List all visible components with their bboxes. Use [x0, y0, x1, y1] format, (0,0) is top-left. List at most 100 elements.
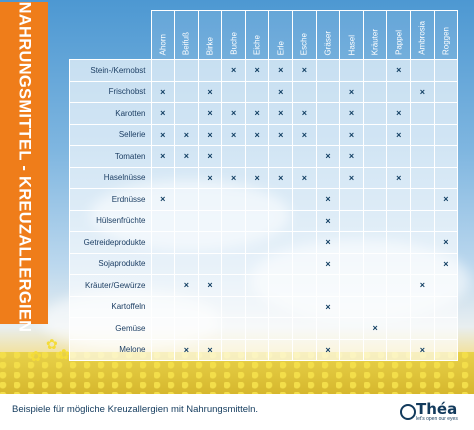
logo-tagline: let's open our eyes: [416, 416, 458, 422]
logo-circle-icon: [400, 404, 416, 420]
empty-cell: [174, 59, 199, 82]
empty-cell: [386, 252, 412, 275]
column-header: Roggen: [433, 10, 459, 60]
empty-cell: [433, 145, 459, 168]
cross-mark: ×: [268, 80, 294, 103]
row-label: Melone: [69, 338, 152, 361]
row-label: Getreideprodukte: [69, 231, 152, 254]
empty-cell: [268, 274, 294, 297]
row-label: Tomaten: [69, 145, 152, 168]
cross-mark: ×: [268, 123, 294, 146]
empty-cell: [244, 274, 270, 297]
empty-cell: [221, 274, 246, 297]
empty-cell: [433, 123, 459, 146]
empty-cell: [433, 80, 459, 103]
empty-cell: [221, 338, 246, 361]
column-header-label: Kräuter: [370, 28, 380, 55]
empty-cell: [433, 295, 459, 318]
empty-cell: [244, 317, 270, 340]
empty-cell: [362, 252, 388, 275]
cross-mark: ×: [315, 338, 341, 361]
column-header: Hasel: [339, 10, 364, 60]
empty-cell: [221, 80, 246, 103]
empty-cell: [362, 231, 388, 254]
column-header: Kräuter: [362, 10, 388, 60]
column-header: Buche: [221, 10, 246, 60]
empty-cell: [433, 102, 459, 125]
cross-mark: ×: [221, 59, 246, 82]
empty-cell: [150, 166, 176, 189]
cross-mark: ×: [339, 123, 364, 146]
empty-cell: [362, 59, 388, 82]
empty-cell: [174, 166, 199, 189]
cross-mark: ×: [174, 338, 199, 361]
empty-cell: [221, 295, 246, 318]
empty-cell: [339, 231, 364, 254]
empty-cell: [315, 80, 341, 103]
empty-cell: [197, 188, 223, 211]
column-header-label: Ahorn: [158, 33, 168, 55]
empty-cell: [362, 209, 388, 232]
empty-cell: [315, 102, 341, 125]
empty-cell: [315, 123, 341, 146]
empty-cell: [292, 188, 317, 211]
title-sidebar: NAHRUNGSMITTEL - KREUZALLERGIEN: [0, 2, 48, 332]
cross-mark: ×: [150, 80, 176, 103]
empty-cell: [292, 145, 317, 168]
empty-cell: [386, 295, 412, 318]
cross-mark: ×: [268, 59, 294, 82]
cross-mark: ×: [197, 145, 223, 168]
cross-mark: ×: [268, 166, 294, 189]
empty-cell: [268, 252, 294, 275]
column-header: Pappel: [386, 10, 412, 60]
row-label: Gemüse: [69, 317, 152, 340]
empty-cell: [292, 252, 317, 275]
cross-mark: ×: [410, 338, 435, 361]
table-corner: [70, 11, 152, 60]
cross-mark: ×: [315, 252, 341, 275]
empty-cell: [410, 317, 435, 340]
empty-cell: [150, 231, 176, 254]
empty-cell: [268, 338, 294, 361]
column-header-label: Roggen: [441, 26, 451, 55]
table-header-row: Ahorn Beifuß Birke Buche Eiche Erle Esche Gräse…: [70, 10, 459, 60]
column-header-label: Esche: [299, 32, 309, 55]
empty-cell: [292, 209, 317, 232]
cross-mark: ×: [244, 166, 270, 189]
row-label: Karotten: [69, 102, 152, 125]
empty-cell: [433, 338, 459, 361]
column-header-label: Ambrosia: [417, 21, 427, 55]
table-row: Kartoffeln ×: [69, 295, 459, 318]
flower-icon: ✿: [30, 348, 42, 364]
cross-mark: ×: [315, 295, 341, 318]
row-label: Kräuter/Gewürze: [69, 274, 152, 297]
empty-cell: [244, 80, 270, 103]
table-row: Stein-/Kernobst × × × × ×: [69, 59, 459, 82]
cross-mark: ×: [197, 102, 223, 125]
empty-cell: [292, 295, 317, 318]
cross-mark: ×: [410, 274, 435, 297]
cross-mark: ×: [268, 102, 294, 125]
empty-cell: [410, 231, 435, 254]
row-label: Frischobst: [69, 80, 152, 103]
empty-cell: [386, 274, 412, 297]
cross-mark: ×: [339, 166, 364, 189]
empty-cell: [362, 102, 388, 125]
column-header: Esche: [292, 10, 317, 60]
empty-cell: [433, 209, 459, 232]
cross-mark: ×: [292, 123, 317, 146]
empty-cell: [339, 188, 364, 211]
empty-cell: [362, 80, 388, 103]
row-label: Erdnüsse: [69, 188, 152, 211]
empty-cell: [410, 59, 435, 82]
footer-bar: [0, 394, 474, 430]
empty-cell: [221, 145, 246, 168]
empty-cell: [244, 295, 270, 318]
cross-mark: ×: [150, 102, 176, 125]
table-row: Sellerie × × × × × × × × ×: [69, 123, 459, 146]
empty-cell: [268, 145, 294, 168]
empty-cell: [410, 102, 435, 125]
table-row: Hülsenfrüchte ×: [69, 209, 459, 232]
empty-cell: [433, 274, 459, 297]
cross-mark: ×: [386, 123, 412, 146]
